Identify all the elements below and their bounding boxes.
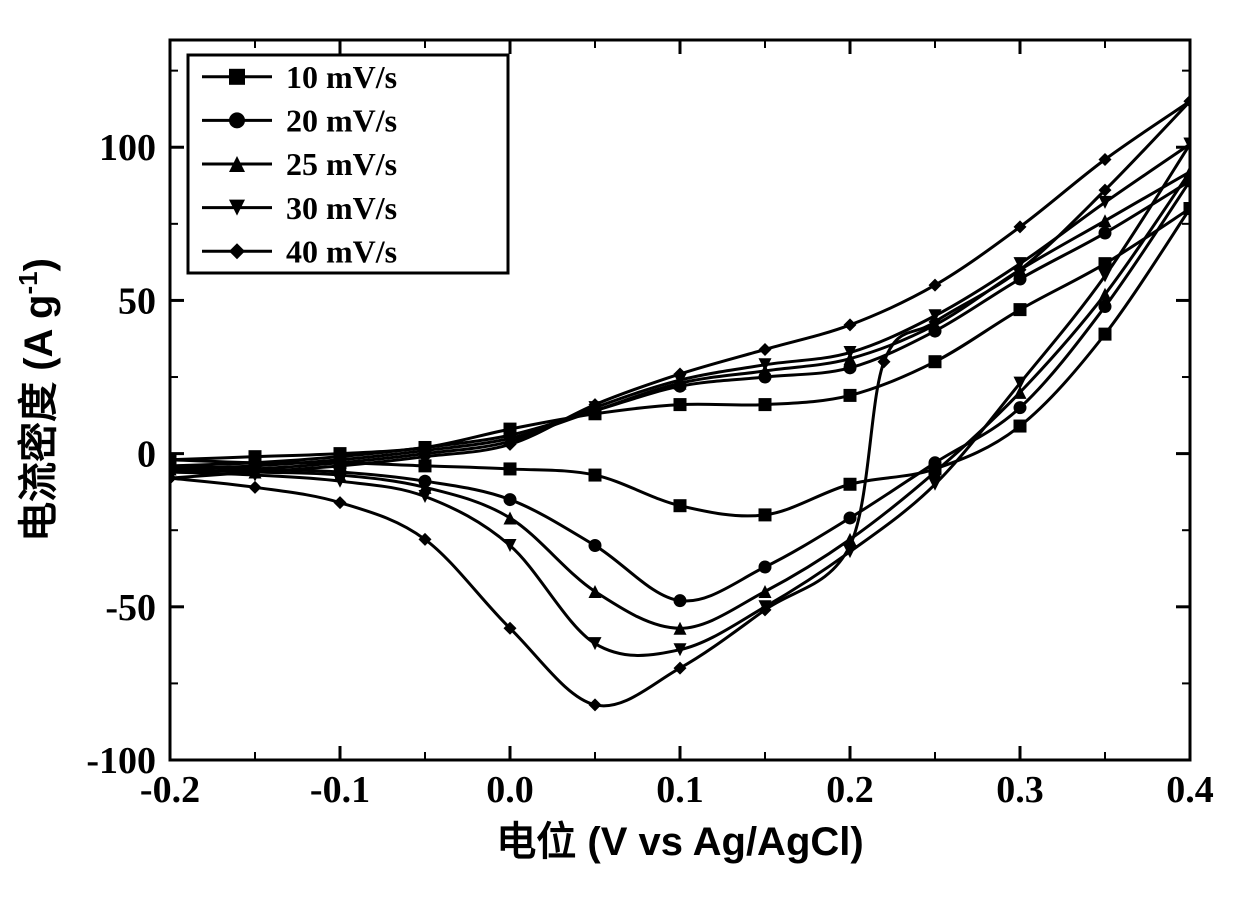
svg-text:100: 100	[99, 127, 156, 169]
svg-text:50: 50	[118, 280, 156, 322]
svg-text:-100: -100	[86, 740, 156, 782]
svg-text:-50: -50	[105, 587, 156, 629]
chart-svg: -0.2-0.10.00.10.20.30.4-100-50050100电位 (…	[0, 0, 1240, 905]
legend-label-4: 40 mV/s	[286, 233, 397, 269]
x-axis-title: 电位 (V vs Ag/AgCl)	[496, 820, 863, 864]
legend-label-1: 20 mV/s	[286, 103, 397, 139]
y-axis-title: 电流密度 (A g-1)	[13, 258, 61, 542]
legend-label-0: 10 mV/s	[286, 59, 397, 95]
svg-text:0.1: 0.1	[656, 769, 704, 811]
legend-label-3: 30 mV/s	[286, 190, 397, 226]
svg-text:0.4: 0.4	[1166, 769, 1214, 811]
svg-text:-0.1: -0.1	[310, 769, 370, 811]
cv-chart: -0.2-0.10.00.10.20.30.4-100-50050100电位 (…	[0, 0, 1240, 905]
svg-text:0.3: 0.3	[996, 769, 1044, 811]
svg-text:0: 0	[137, 434, 156, 476]
svg-text:0.0: 0.0	[486, 769, 534, 811]
svg-text:0.2: 0.2	[826, 769, 874, 811]
legend-label-2: 25 mV/s	[286, 146, 397, 182]
